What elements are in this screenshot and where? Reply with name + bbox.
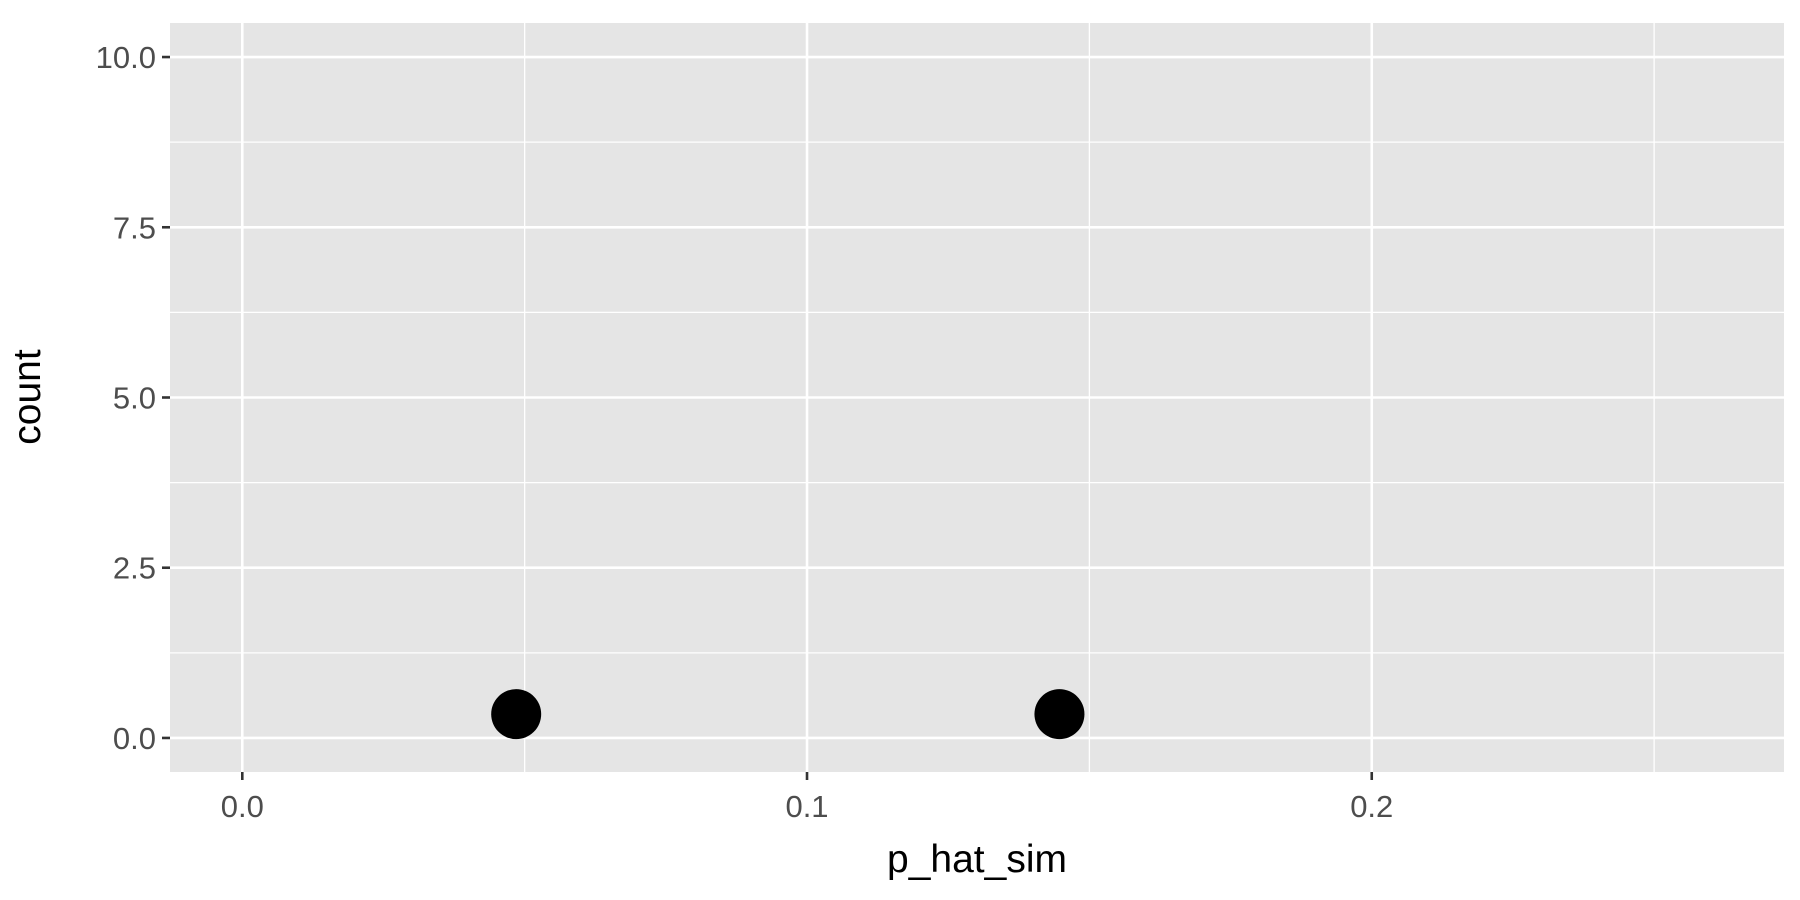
major-gridlines [170, 23, 1784, 772]
x-tick-label: 0.0 [221, 789, 264, 824]
y-tick-label: 2.5 [113, 551, 156, 586]
x-tick-label: 0.1 [785, 789, 828, 824]
data-point [1034, 689, 1085, 740]
y-axis: 0.0 2.5 5.0 7.5 10.0 [96, 40, 170, 756]
y-axis-title: count [6, 349, 49, 445]
data-points [491, 689, 1085, 740]
y-tick-label: 10.0 [96, 40, 156, 75]
x-axis: 0.0 0.1 0.2 [221, 772, 1393, 824]
y-tick-label: 7.5 [113, 210, 156, 245]
y-tick-label: 0.0 [113, 721, 156, 756]
data-point [491, 689, 542, 740]
y-tick-label: 5.0 [113, 381, 156, 416]
x-axis-title: p_hat_sim [887, 838, 1067, 881]
x-tick-label: 0.2 [1350, 789, 1393, 824]
